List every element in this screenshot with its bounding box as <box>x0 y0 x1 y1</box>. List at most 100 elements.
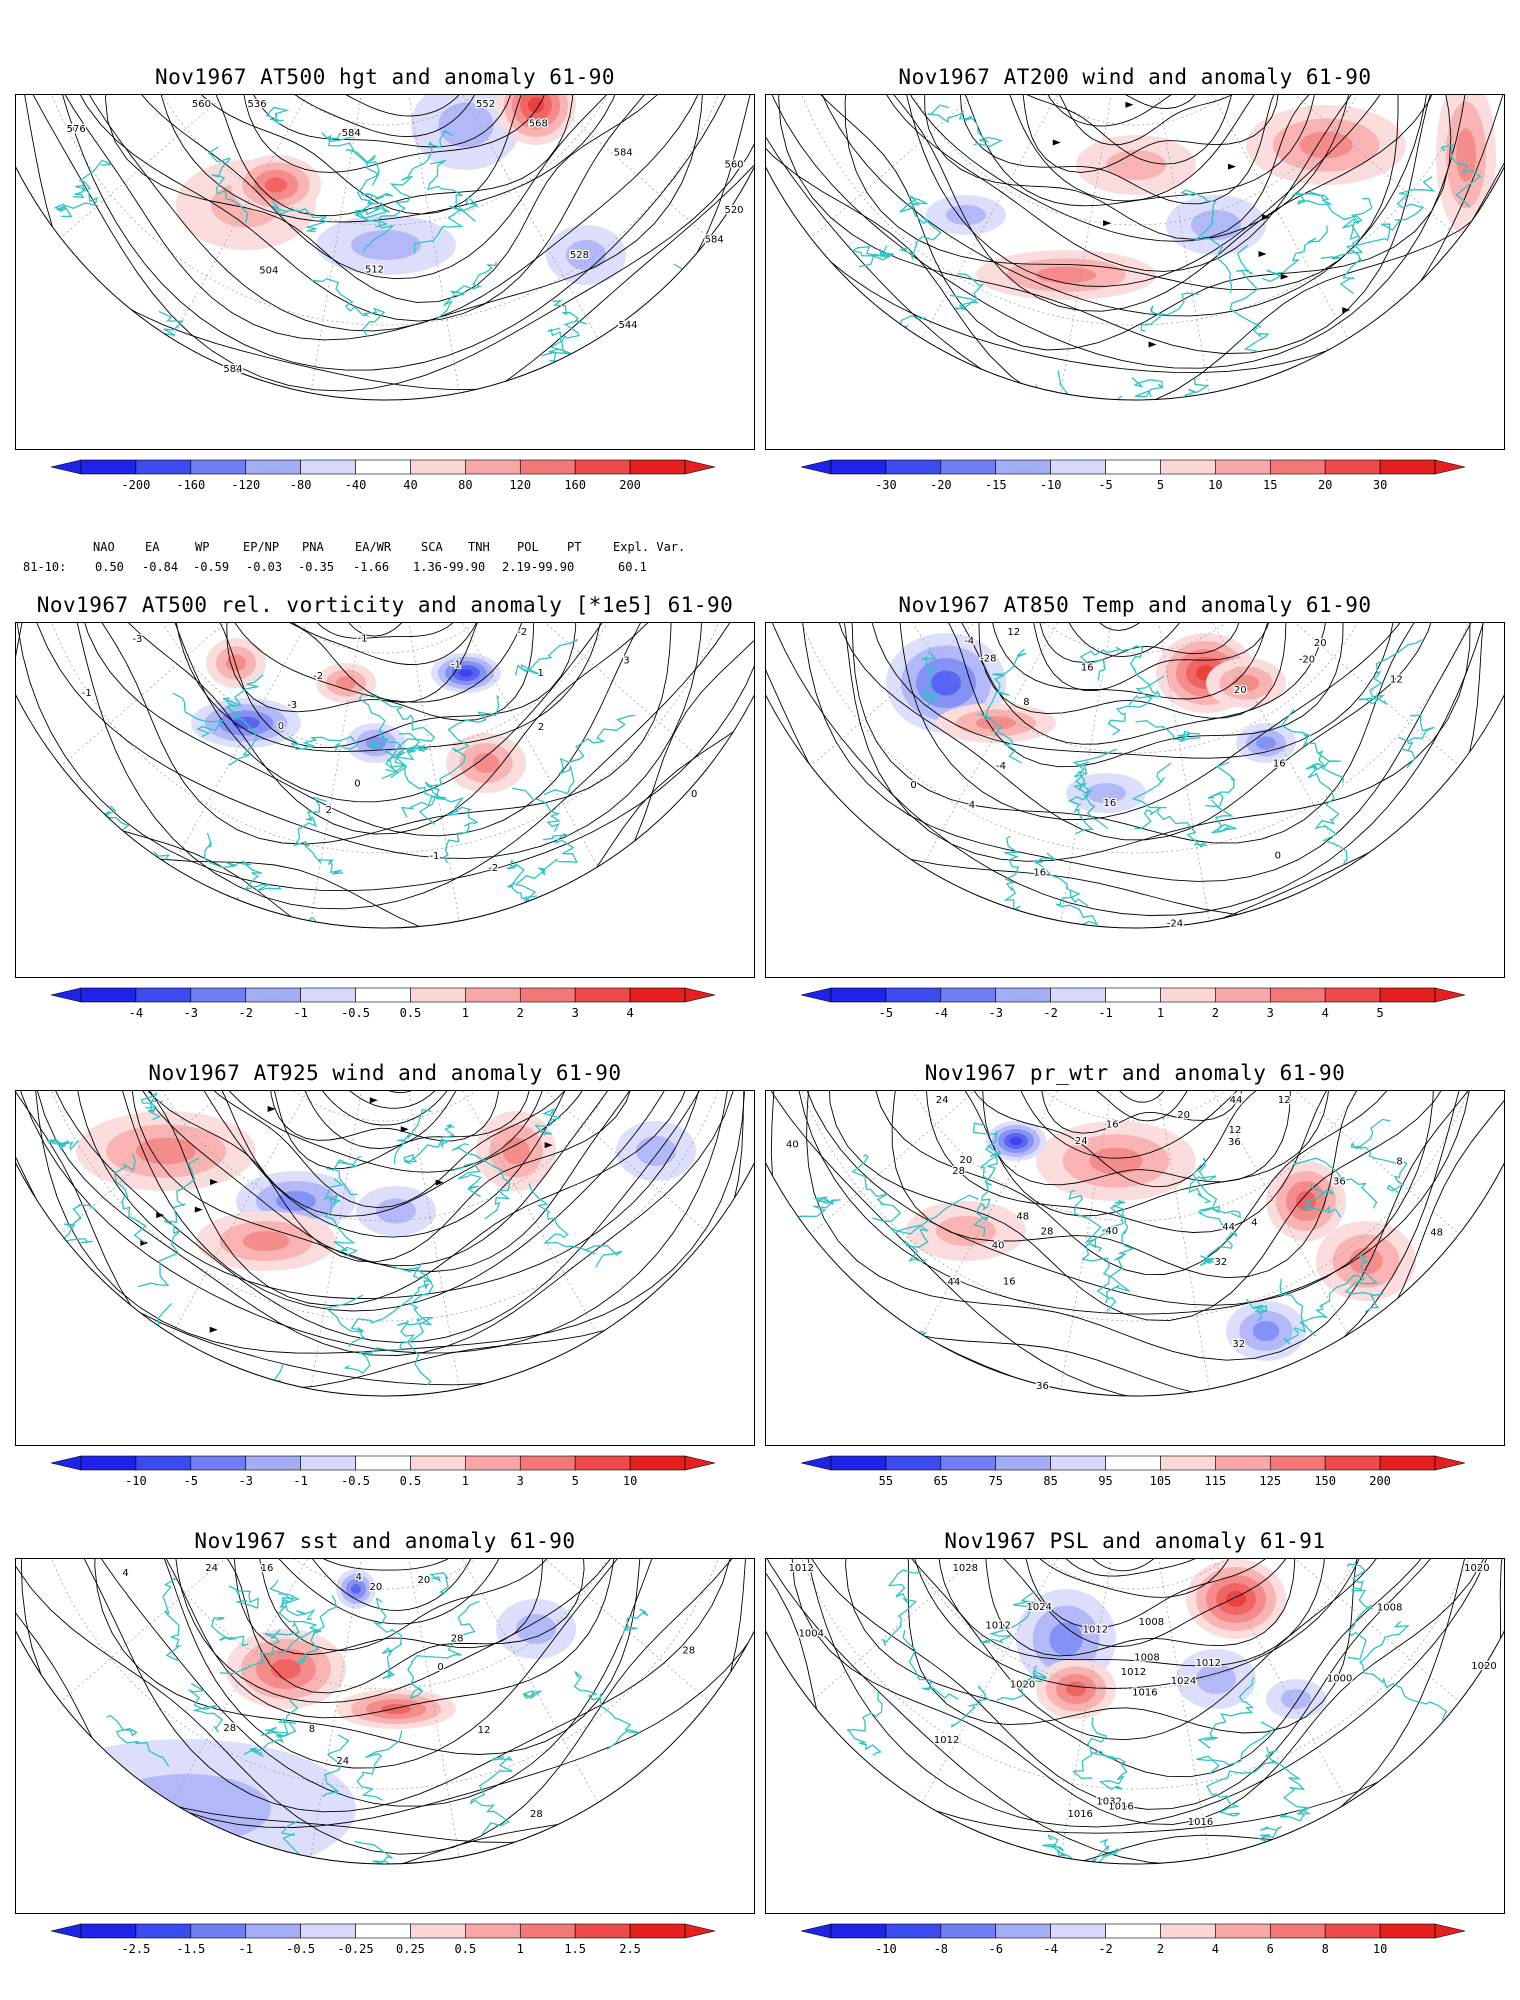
contour-value-label: 28 <box>530 1809 543 1820</box>
streamline <box>116 1091 653 1267</box>
contour-value-label: 24 <box>205 1563 218 1574</box>
contour-value-label: 20 <box>960 1155 973 1166</box>
streamline <box>768 95 1452 351</box>
panel-title: Nov1967 AT925 wind and anomaly 61-90 <box>148 1061 622 1085</box>
coastline-segment <box>137 1157 200 1288</box>
contour-value-label: 1012 <box>1121 1667 1146 1678</box>
colorbar-tick-label: -40 <box>345 478 367 492</box>
colorbar-tick-label: -120 <box>231 478 260 492</box>
colorbar-tick-label: -4 <box>129 1006 143 1020</box>
colorbar-swatch <box>1269 459 1326 475</box>
colorbar-swatch <box>519 1923 576 1939</box>
colorbar-swatches <box>800 987 1466 1003</box>
coastline-segment <box>1309 347 1349 400</box>
coastline-segment <box>140 851 179 904</box>
contour-value-label: 1016 <box>1067 1809 1092 1820</box>
colorbar-swatch <box>1379 1923 1436 1939</box>
contour-line <box>971 623 1309 700</box>
index-value-cell: -0.03 <box>246 560 283 574</box>
contour-value-label: 584 <box>223 364 242 375</box>
contour-value-label: 528 <box>570 250 589 261</box>
coastline-segment <box>1280 708 1344 783</box>
contour-value-label: 8 <box>1023 697 1029 708</box>
anomaly-region <box>1066 1681 1086 1697</box>
anomaly-region <box>528 97 544 113</box>
coastline-segment <box>1197 1211 1238 1267</box>
coastline-segment <box>557 899 600 928</box>
colorbar-tick-label: 3 <box>1267 1006 1274 1020</box>
contour-value-label: 1008 <box>1139 1617 1164 1628</box>
colorbar-tick-label: -2 <box>239 1006 253 1020</box>
colorbar-swatch <box>245 987 301 1003</box>
contour-line <box>42 1559 736 1813</box>
coastline-segment <box>292 916 321 928</box>
lat-lon-grid <box>16 1091 754 1396</box>
flow-arrow <box>877 313 886 320</box>
coastline-segment <box>403 1123 456 1165</box>
flow-arrow <box>1262 214 1271 221</box>
flow-arrow <box>209 1326 218 1333</box>
coastline-segment <box>818 391 865 400</box>
colorbar-tick-label: -4 <box>934 1006 948 1020</box>
colorbar-swatch <box>1324 1455 1381 1471</box>
coastline-segment <box>1293 1157 1378 1209</box>
contour-line <box>244 95 519 148</box>
colorbar-min-arrow <box>800 1455 832 1471</box>
contour-value-label: 1012 <box>789 1563 814 1574</box>
coastline-segment <box>128 1356 183 1396</box>
anomaly-region <box>1086 783 1126 803</box>
contour-value-label: 16 <box>1033 868 1046 879</box>
contour-line <box>766 1559 1487 1864</box>
colorbar-tick-label: 0.5 <box>455 1942 477 1956</box>
contour-value-label: 20 <box>418 1575 431 1586</box>
streamline <box>802 95 1434 317</box>
coastline-segment <box>809 314 926 369</box>
contour-value-label: 12 <box>1229 1125 1242 1136</box>
colorbar-swatch <box>1324 987 1381 1003</box>
coastline-segment <box>222 674 264 767</box>
index-value-cell: -0.84 <box>142 560 179 574</box>
coastline-segment <box>951 905 1021 928</box>
colorbar-swatch <box>410 987 466 1003</box>
colorbar-swatch <box>995 459 1051 475</box>
colorbar-tick-label: 4 <box>1212 1942 1219 1956</box>
contour-value-label: 520 <box>724 205 743 216</box>
contour-value-label: 1 <box>538 668 544 679</box>
colorbar-tick-label: -2 <box>1043 1006 1057 1020</box>
coastline-segment <box>1049 890 1099 928</box>
meridian-line <box>384 623 754 662</box>
streamline <box>886 95 1423 287</box>
panel-title: Nov1967 AT850 Temp and anomaly 61-90 <box>898 593 1372 617</box>
coastline-segment <box>235 896 281 928</box>
contour-value-label: -4 <box>964 636 974 647</box>
panel-title: Nov1967 AT200 wind and anomaly 61-90 <box>898 65 1372 89</box>
contour-value-label: 40 <box>1105 1226 1118 1237</box>
contour-value-label: 576 <box>67 124 86 135</box>
contour-value-label: -3 <box>287 700 297 711</box>
lat-lon-grid <box>766 95 1504 400</box>
anomaly-region <box>1232 674 1260 692</box>
coastline-segment <box>1180 189 1233 294</box>
contour-value-label: 24 <box>1075 1136 1088 1147</box>
flow-arrow <box>961 398 970 400</box>
index-header-row: NAO EA WP EP/NP PNA EA/WR SCA TNH POL PT Expl. Var… <box>15 540 755 558</box>
contour-value-label: 28 <box>952 1166 965 1177</box>
contour-labels: 16 -24 -28 -20 -4 0 4 8 12 16 20 20 16 12 -4 0 16 <box>909 626 1404 931</box>
coastline-segment <box>1068 1189 1103 1252</box>
colorbar-swatch <box>245 1455 301 1471</box>
colorbar-tick-label: 5 <box>1157 478 1164 492</box>
anomaly-region <box>946 205 986 225</box>
contour-value-label: 0 <box>354 779 360 790</box>
index-value-cell: 0.50 <box>95 560 124 574</box>
colorbar-tick-label: 4 <box>1322 1006 1329 1020</box>
coastline-segment <box>1333 1369 1379 1396</box>
contour-value-label: 12 <box>1390 675 1403 686</box>
coastline-segment <box>1320 197 1373 260</box>
streamline <box>977 95 1285 165</box>
streamline <box>100 1091 701 1312</box>
flow-arrow <box>369 1097 378 1104</box>
contour-line <box>53 95 718 332</box>
colorbar-swatch <box>1050 987 1106 1003</box>
colorbar-swatch <box>1160 987 1216 1003</box>
coastline-segment <box>621 1608 649 1637</box>
